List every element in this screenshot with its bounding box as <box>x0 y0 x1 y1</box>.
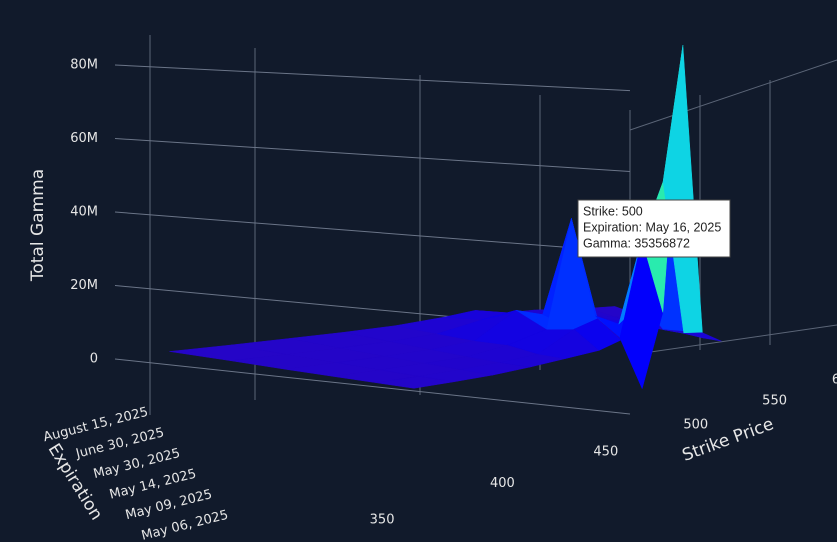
tooltip-strike: Strike: 500 <box>583 204 643 218</box>
labels: 020M40M60M80M350400450500550600May 06, 2… <box>42 58 837 542</box>
surface-cell <box>683 332 722 342</box>
tooltip-expiration: Expiration: May 16, 2025 <box>583 220 721 234</box>
grid-line <box>114 358 631 415</box>
tooltip-gamma: Gamma: 35356872 <box>583 236 690 250</box>
z-tick-label: 0 <box>90 352 98 367</box>
x-tick-label: 600 <box>832 372 837 387</box>
tooltip: Strike: 500 Expiration: May 16, 2025 Gam… <box>577 199 731 258</box>
z-tick-label: 40M <box>70 205 98 220</box>
tooltip-box <box>577 199 731 258</box>
x-tick-label: 550 <box>762 393 787 408</box>
z-tick-label: 60M <box>70 131 98 146</box>
x-tick-label: 350 <box>370 513 395 528</box>
z-tick-label: 80M <box>70 58 98 73</box>
z-tick-label: 20M <box>70 278 98 293</box>
x-tick-label: 450 <box>593 445 618 460</box>
grid-line <box>114 138 631 172</box>
x-tick-label: 400 <box>490 476 515 491</box>
grid-line <box>114 64 631 92</box>
x-tick-label: 500 <box>683 417 708 432</box>
grid-line <box>114 211 631 253</box>
grid <box>114 64 631 415</box>
z-axis-title: Total Gamma <box>28 169 48 282</box>
